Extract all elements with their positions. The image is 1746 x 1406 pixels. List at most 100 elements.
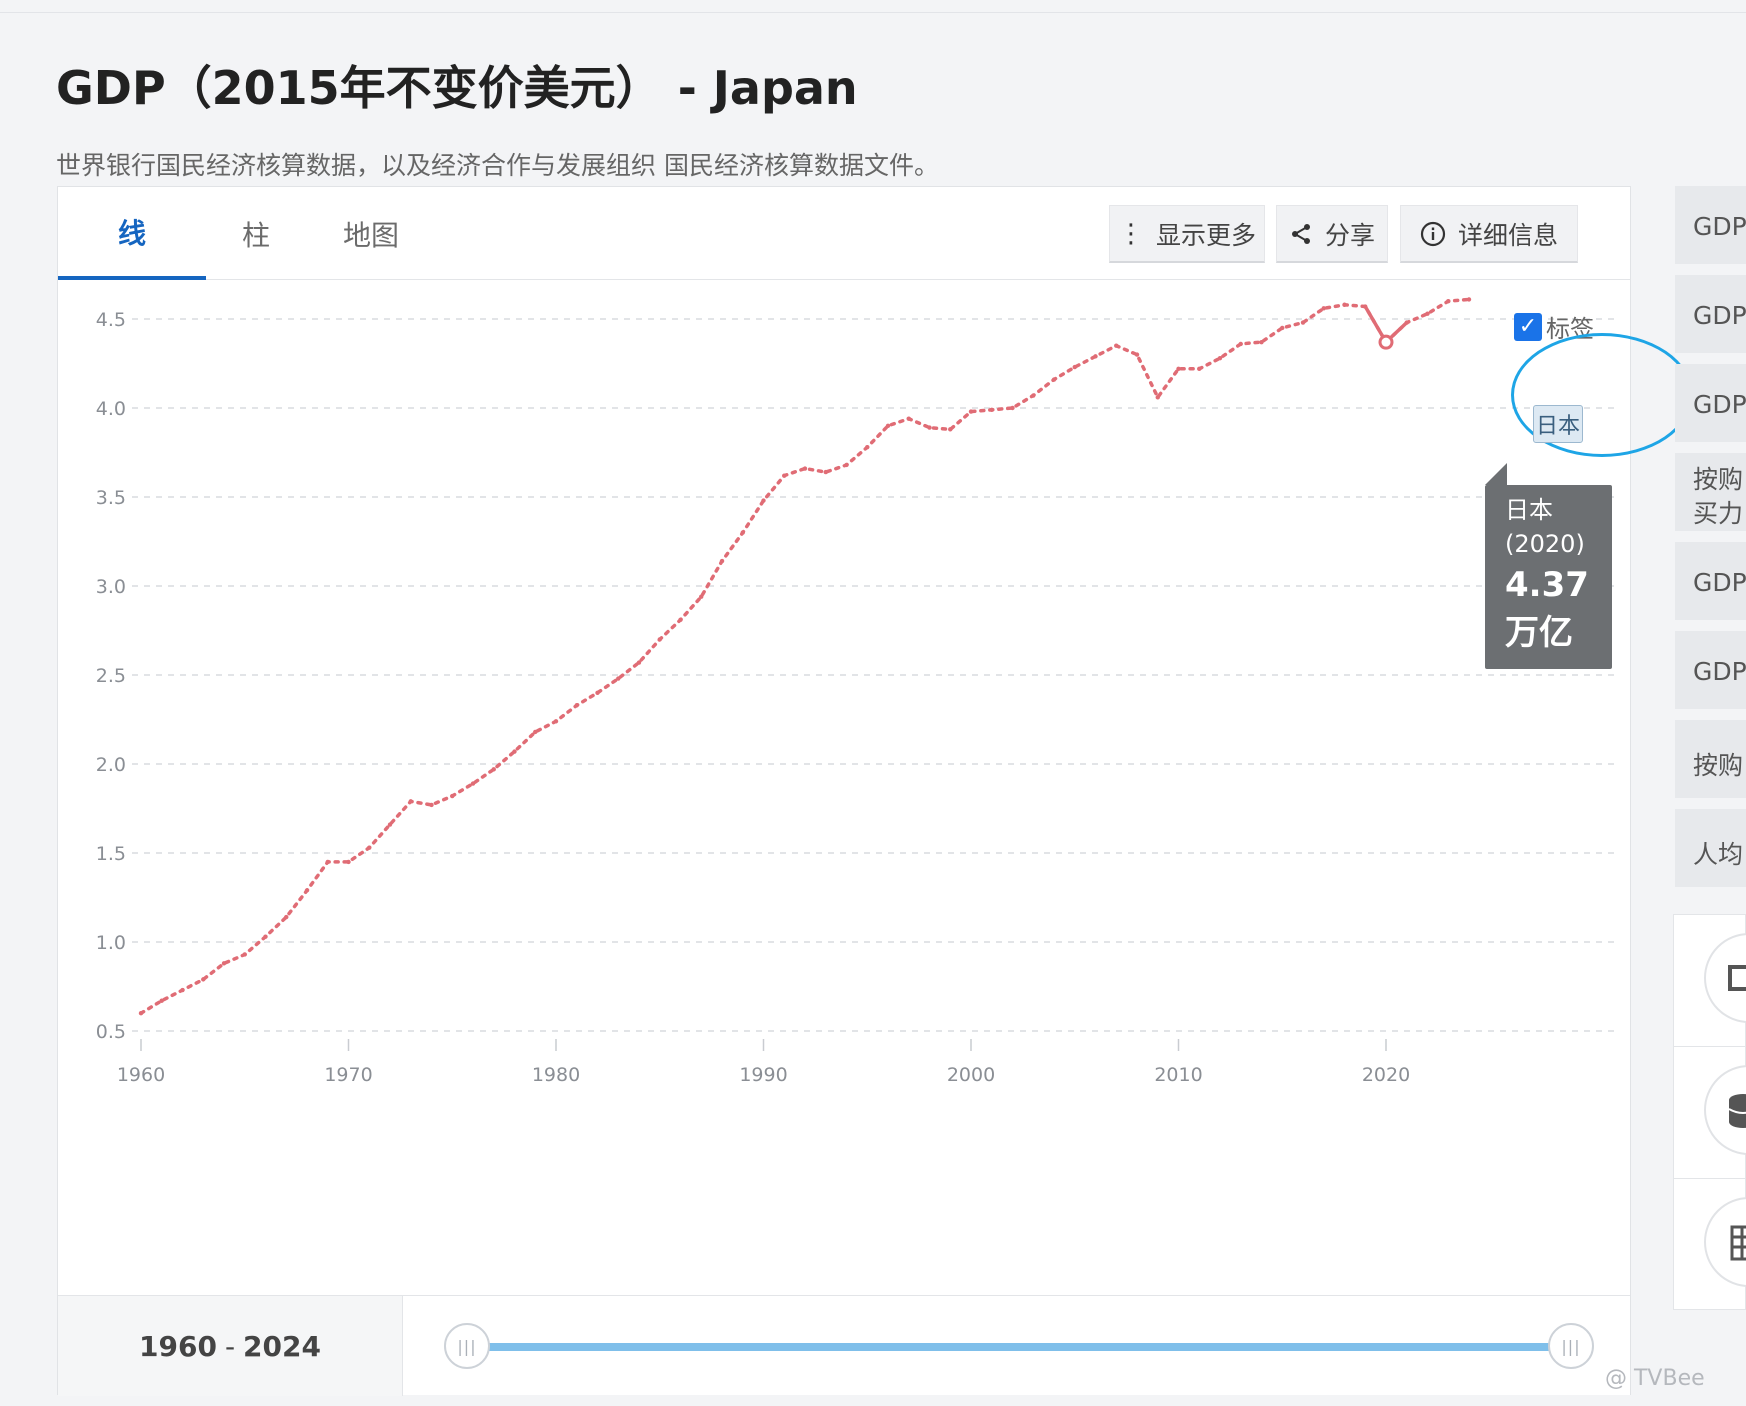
top-divider — [0, 12, 1746, 13]
data-point — [180, 987, 185, 993]
data-point — [1072, 364, 1077, 370]
data-point — [284, 914, 289, 920]
data-point — [927, 425, 932, 430]
data-point — [1217, 355, 1223, 361]
tab-bar[interactable]: 柱 — [241, 218, 270, 252]
database-icon — [1728, 1094, 1746, 1128]
series-line — [139, 297, 1471, 1015]
show-more-label: 显示更多 — [1155, 220, 1256, 250]
show-more-button[interactable]: ⋮ 显示更多 — [1109, 205, 1265, 263]
related-indicator-7[interactable]: 按购 — [1675, 720, 1746, 798]
data-point — [1176, 366, 1181, 372]
chart-tabbar: 线 柱 地图 ⋮ 显示更多 分享 详细信息 — [58, 187, 1630, 280]
details-label: 详细信息 — [1457, 220, 1558, 250]
data-point — [636, 660, 642, 665]
x-tick-label: 2010 — [1154, 1064, 1202, 1086]
more-vertical-icon: ⋮ — [1117, 218, 1144, 249]
download-data-button[interactable] — [1704, 1065, 1746, 1155]
data-point — [408, 799, 413, 804]
y-tick-label: 2.0 — [96, 754, 126, 776]
data-point — [201, 977, 206, 982]
tooltip-series-name: 日本 — [1505, 496, 1553, 524]
x-tick-label: 1980 — [532, 1064, 580, 1086]
year-range-display: 1960 - 2024 — [58, 1296, 403, 1396]
line-chart: 0.5 1.0 1.5 2.0 2.5 3.0 3.5 4.0 4.5 1960 1970 1980 1… — [96, 297, 1615, 1086]
data-point — [616, 676, 621, 681]
data-point — [948, 427, 953, 432]
data-point — [429, 802, 434, 808]
data-point — [1010, 405, 1015, 411]
data-point — [491, 767, 496, 772]
data-point — [823, 469, 828, 475]
x-tick-label: 1970 — [324, 1064, 372, 1086]
related-indicator-5[interactable]: GDP — [1675, 542, 1746, 620]
data-point — [761, 498, 766, 503]
data-point — [1280, 325, 1285, 331]
data-point — [1259, 339, 1264, 345]
y-tick-label: 3.0 — [96, 576, 126, 598]
data-point — [1155, 395, 1160, 400]
related-indicator-4[interactable]: 按购买力平价 国际元 — [1675, 453, 1746, 531]
data-point — [740, 530, 745, 535]
related-indicator-2[interactable]: GDP — [1675, 275, 1746, 353]
tab-map[interactable]: 地图 — [342, 218, 399, 252]
panel-divider — [1674, 1046, 1746, 1047]
details-button[interactable]: 详细信息 — [1400, 205, 1578, 263]
data-tooltip: 日本 (2020) 4.37 万亿 — [1485, 463, 1612, 669]
x-tick-label: 2020 — [1362, 1064, 1410, 1086]
panel-divider — [1674, 1178, 1746, 1179]
range-dash: - — [224, 1329, 236, 1363]
data-point — [699, 594, 704, 599]
tab-line[interactable]: 线 — [58, 187, 206, 280]
checkbox-checked-icon[interactable]: ✓ — [1514, 312, 1542, 341]
data-point — [553, 719, 559, 724]
data-point — [1363, 304, 1368, 309]
related-indicator-1[interactable]: GDP — [1675, 186, 1746, 264]
data-point — [844, 462, 849, 468]
range-start-year: 1960 — [139, 1329, 217, 1363]
y-tick-label: 1.0 — [96, 932, 126, 954]
data-point — [657, 637, 662, 642]
range-footer: 1960 - 2024 ||| ||| — [58, 1295, 1630, 1396]
data-point — [865, 444, 870, 450]
y-tick-label: 4.5 — [96, 309, 126, 331]
download-excel-button[interactable] — [1704, 933, 1746, 1023]
data-point — [221, 961, 227, 966]
y-tick-label: 4.0 — [96, 398, 126, 420]
range-slider-start-handle[interactable]: ||| — [444, 1323, 490, 1369]
labels-toggle[interactable]: ✓ 标签 — [1514, 309, 1594, 344]
data-point — [1134, 352, 1140, 357]
download-table-button[interactable] — [1704, 1197, 1746, 1287]
related-indicator-8[interactable]: 人均 — [1675, 809, 1746, 887]
data-point — [678, 617, 683, 623]
download-panel — [1673, 914, 1746, 1310]
data-point — [782, 473, 787, 478]
related-indicator-3[interactable]: GDP — [1675, 364, 1746, 442]
data-point — [989, 407, 994, 412]
y-tick-label: 2.5 — [96, 665, 126, 687]
data-point — [367, 845, 372, 850]
excel-icon — [1728, 965, 1746, 991]
range-slider-end-handle[interactable]: ||| — [1548, 1323, 1594, 1369]
data-point — [387, 822, 393, 827]
data-point — [1093, 354, 1098, 359]
data-point — [450, 793, 455, 799]
data-point — [1404, 320, 1409, 325]
y-tick-label: 3.5 — [96, 487, 126, 509]
y-tick-label: 1.5 — [96, 843, 126, 865]
tooltip-value: 4.37 — [1505, 565, 1589, 605]
x-tick-label: 1960 — [117, 1064, 165, 1086]
data-point — [1425, 311, 1430, 316]
data-point — [1051, 377, 1057, 382]
data-point — [595, 690, 600, 695]
related-indicator-6[interactable]: GDP — [1675, 631, 1746, 709]
tooltip-unit: 万亿 — [1505, 613, 1573, 653]
data-point — [138, 1011, 144, 1016]
data-point — [719, 558, 725, 564]
data-point — [1197, 366, 1202, 372]
data-point — [346, 859, 351, 865]
x-tick-label: 2000 — [947, 1064, 995, 1086]
range-slider-track[interactable] — [483, 1343, 1553, 1351]
share-button[interactable]: 分享 — [1276, 205, 1388, 263]
page-title: GDP（2015年不变价美元） - Japan — [56, 61, 858, 115]
